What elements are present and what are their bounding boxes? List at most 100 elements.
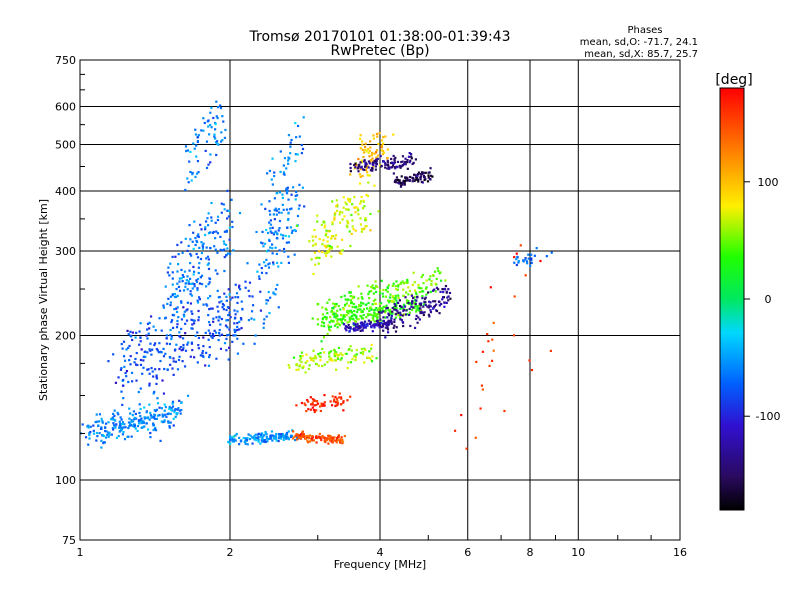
data-point: [285, 189, 288, 192]
data-point: [193, 319, 196, 322]
data-point: [261, 242, 264, 245]
data-point: [151, 348, 154, 351]
data-point: [264, 431, 267, 434]
data-point: [371, 355, 374, 358]
data-point: [152, 375, 155, 378]
stats-line-x: mean, sd,X: 85.7, 25.7: [584, 49, 698, 60]
data-point: [224, 324, 228, 327]
data-point: [204, 285, 208, 288]
data-point: [216, 272, 219, 275]
data-point: [492, 321, 495, 324]
data-point: [313, 251, 317, 254]
data-point: [174, 295, 178, 298]
data-point: [346, 326, 349, 329]
data-point: [438, 272, 441, 275]
data-point: [153, 390, 156, 394]
data-point: [357, 297, 360, 300]
data-point: [380, 144, 384, 147]
data-point: [172, 424, 175, 427]
data-point: [295, 190, 298, 194]
data-point: [392, 133, 395, 136]
data-point: [362, 151, 366, 154]
data-point: [276, 261, 279, 265]
data-point: [182, 275, 185, 279]
data-point: [368, 357, 371, 360]
data-point: [281, 193, 284, 196]
data-point: [191, 287, 194, 290]
data-point: [367, 181, 370, 184]
data-point: [447, 288, 450, 291]
data-point: [139, 414, 142, 418]
data-point: [201, 349, 204, 353]
data-point: [178, 399, 181, 402]
data-point: [347, 199, 350, 202]
data-point: [308, 364, 311, 367]
data-point: [359, 168, 362, 171]
data-point: [338, 392, 341, 395]
data-point: [141, 372, 144, 375]
data-point: [146, 328, 149, 331]
data-point: [260, 266, 263, 270]
data-point: [391, 284, 394, 287]
data-point: [177, 285, 181, 289]
data-point: [427, 171, 430, 174]
data-point: [338, 396, 341, 399]
data-point: [353, 310, 356, 313]
data-point: [431, 289, 435, 292]
data-point: [202, 345, 205, 348]
data-point: [402, 164, 405, 167]
data-point: [328, 298, 331, 301]
data-point: [331, 359, 334, 362]
data-point: [302, 433, 306, 436]
data-point: [156, 349, 159, 352]
data-point: [298, 204, 301, 207]
data-point: [361, 310, 364, 313]
data-point: [390, 320, 393, 323]
data-point: [146, 351, 149, 354]
data-point: [386, 167, 389, 170]
data-point: [196, 301, 200, 304]
data-point: [266, 231, 270, 235]
data-point: [228, 328, 231, 331]
data-point: [274, 437, 277, 440]
data-point: [419, 303, 422, 306]
data-point: [272, 261, 275, 264]
data-point: [214, 221, 217, 224]
data-point: [359, 223, 363, 226]
data-point: [280, 435, 283, 438]
data-point: [294, 198, 297, 201]
data-point: [356, 328, 359, 331]
data-point: [207, 329, 210, 332]
data-point: [387, 319, 391, 323]
data-point: [428, 300, 431, 303]
data-point: [400, 175, 403, 178]
data-point: [240, 300, 243, 303]
data-point: [405, 179, 408, 182]
data-point: [306, 441, 310, 444]
data-point: [261, 438, 264, 441]
data-point: [401, 155, 405, 158]
data-point: [399, 307, 402, 311]
data-point: [265, 315, 268, 318]
data-point: [325, 318, 328, 321]
data-point: [386, 306, 389, 310]
data-point: [410, 302, 414, 305]
data-point: [212, 317, 215, 320]
data-point: [311, 401, 314, 404]
data-point: [257, 432, 260, 435]
data-point: [225, 299, 228, 302]
data-point: [315, 403, 318, 407]
data-point: [157, 351, 160, 354]
data-point: [274, 246, 277, 249]
data-point: [123, 438, 127, 441]
data-point: [207, 297, 210, 300]
data-point: [134, 412, 137, 416]
data-point: [351, 219, 354, 222]
data-point: [381, 142, 385, 145]
data-point: [392, 305, 396, 309]
data-point: [376, 309, 379, 312]
data-point: [186, 275, 189, 278]
data-point: [304, 437, 308, 440]
data-point: [338, 323, 341, 327]
data-point: [422, 171, 425, 174]
